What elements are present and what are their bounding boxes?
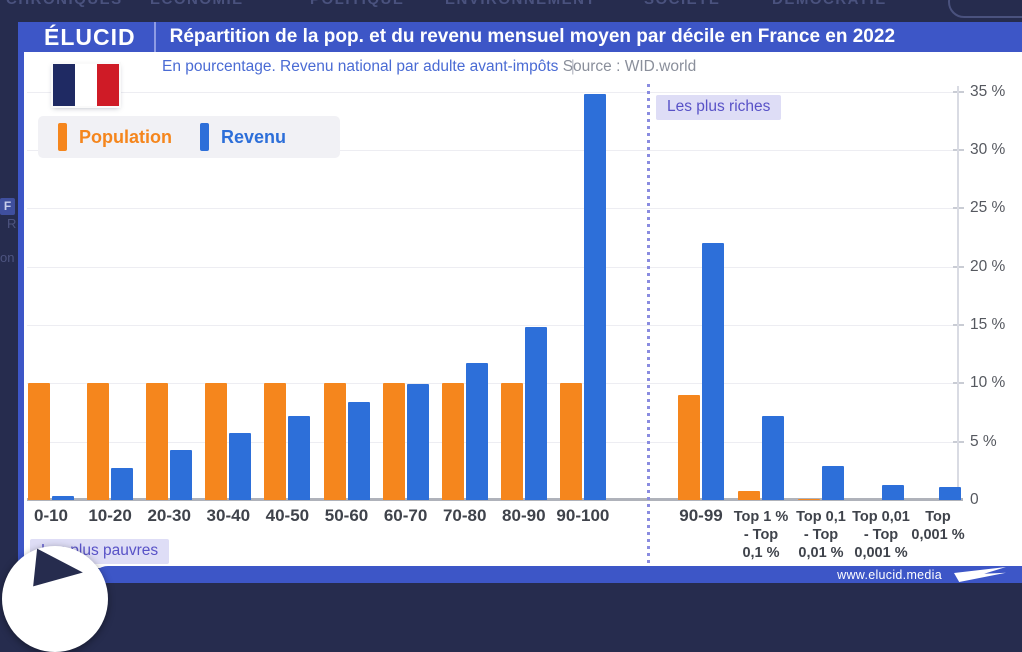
bar-revenu-Top-0-001 xyxy=(939,487,961,500)
bar-population-80-90 xyxy=(500,383,523,500)
menu-item-économie[interactable]: ÉCONOMIE xyxy=(150,0,244,8)
subtitle-text: En pourcentage. Revenu national par adul… xyxy=(162,58,559,75)
subtitle-separator: | xyxy=(570,58,575,75)
subscribe-pill-button[interactable] xyxy=(948,0,1022,18)
chart-subtitle: En pourcentage. Revenu national par adul… xyxy=(162,58,696,76)
x-label-Top-0-1-Top-0-01: Top 0,1 - Top 0,01 % xyxy=(796,509,846,561)
flag-stripe-2 xyxy=(97,64,119,106)
bar-revenu-40-50 xyxy=(288,415,311,500)
x-label-Top-0-01-Top-0-001: Top 0,01 - Top 0,001 % xyxy=(852,509,910,561)
gridline-10 xyxy=(27,383,957,385)
bar-population-Top-0-1-Top-0-01 xyxy=(798,498,820,500)
y-axis-label-15: 15 % xyxy=(970,315,1006,333)
bar-population-60-70 xyxy=(382,383,405,500)
flag-stripe-0 xyxy=(53,64,75,106)
richest-annotation: Les plus riches xyxy=(656,95,782,120)
legend-swatch-revenu xyxy=(200,123,209,151)
legend-label-revenu: Revenu xyxy=(221,126,287,147)
background-text-fragment: on xyxy=(0,250,15,265)
elucid-arrow-logo xyxy=(954,567,1006,582)
x-label-90-99: 90-99 xyxy=(679,506,723,525)
bar-population-30-40 xyxy=(205,383,228,500)
menu-item-chroniques[interactable]: CHRONIQUES xyxy=(6,0,123,8)
y-axis-label-30: 30 % xyxy=(970,140,1006,158)
x-label-Top-1-Top-0-1: Top 1 % - Top 0,1 % xyxy=(733,509,789,561)
x-label-90-100: 90-100 xyxy=(556,506,610,525)
y-axis-label-0: 0 xyxy=(970,491,979,508)
bar-population-0-10 xyxy=(28,383,50,500)
menu-item-politique[interactable]: POLITIQUE xyxy=(310,0,404,8)
legend-label-population: Population xyxy=(79,126,172,147)
video-play-button[interactable] xyxy=(2,546,108,652)
site-top-menu: CHRONIQUES ÉCONOMIE POLITIQUE ENVIRONNEMENT… xyxy=(0,0,1022,17)
bar-population-10-20 xyxy=(87,383,110,500)
menu-item-environnement[interactable]: ENVIRONNEMENT xyxy=(445,0,596,8)
bar-population-20-30 xyxy=(146,383,169,500)
chart-title: Répartition de la pop. et du revenu mens… xyxy=(169,26,896,47)
facebook-share-icon[interactable]: F xyxy=(0,198,15,215)
y-axis-label-10: 10 % xyxy=(970,374,1006,392)
flag-stripe-1 xyxy=(75,64,97,106)
gridline-25 xyxy=(27,208,957,210)
chart-header-bar: ÉLUCID Répartition de la pop. et du reve… xyxy=(24,22,1022,52)
x-axis-line xyxy=(27,498,963,501)
bar-revenu-Top-1-Top-0-1 xyxy=(762,415,784,500)
y-axis-line xyxy=(957,86,959,499)
website-url[interactable]: www.elucid.media xyxy=(837,567,942,582)
menu-item-société[interactable]: SOCIÉTÉ xyxy=(644,0,720,8)
y-axis-label-25: 25 % xyxy=(970,199,1006,217)
bar-revenu-90-100 xyxy=(583,93,606,500)
bar-revenu-80-90 xyxy=(524,327,547,500)
x-label-10-20: 10-20 xyxy=(88,506,132,525)
gridline-35 xyxy=(27,91,957,93)
chart-legend: Population Revenu xyxy=(38,116,341,158)
france-flag-icon xyxy=(53,64,119,106)
bar-revenu-90-99 xyxy=(702,243,724,500)
bar-population-50-60 xyxy=(323,383,346,500)
bar-revenu-70-80 xyxy=(465,363,488,500)
bar-population-70-80 xyxy=(441,383,464,500)
gridline-20 xyxy=(27,266,957,268)
background-text-fragment: R xyxy=(7,216,17,231)
bar-revenu-10-20 xyxy=(111,468,134,500)
x-label-Top-0-001: Top 0,001 % xyxy=(911,509,965,543)
y-axis-label-35: 35 % xyxy=(970,82,1006,100)
gridline-15 xyxy=(27,324,957,326)
y-axis-label-5: 5 % xyxy=(970,432,997,450)
menu-item-démocratie[interactable]: DÉMOCRATIE xyxy=(772,0,887,8)
chart-section-separator xyxy=(647,84,650,570)
bar-revenu-Top-0-1-Top-0-01 xyxy=(822,466,844,500)
y-axis-label-20: 20 % xyxy=(970,257,1006,275)
x-label-50-60: 50-60 xyxy=(324,506,369,525)
bar-population-90-99 xyxy=(678,394,700,500)
bar-population-90-100 xyxy=(559,383,582,500)
header-divider xyxy=(153,22,156,52)
gridline-5 xyxy=(27,441,957,443)
bar-population-Top-1-Top-0-1 xyxy=(738,490,760,500)
x-label-70-80: 70-80 xyxy=(442,506,487,525)
footer-bar: www.elucid.media xyxy=(92,566,1022,583)
x-label-80-90: 80-90 xyxy=(502,506,546,525)
bar-revenu-0-10 xyxy=(52,496,74,500)
x-label-60-70: 60-70 xyxy=(383,506,428,525)
bar-population-40-50 xyxy=(264,383,287,500)
elucid-logo: ÉLUCID xyxy=(44,23,136,50)
legend-swatch-population xyxy=(58,123,67,151)
x-label-40-50: 40-50 xyxy=(265,506,310,525)
play-icon xyxy=(33,548,85,592)
bar-revenu-30-40 xyxy=(229,433,252,500)
bar-revenu-60-70 xyxy=(406,384,429,500)
bar-revenu-Top-0-01-Top-0-001 xyxy=(882,484,904,500)
x-label-0-10: 0-10 xyxy=(33,506,69,525)
x-label-30-40: 30-40 xyxy=(206,506,251,525)
bar-revenu-50-60 xyxy=(347,401,370,500)
source-text: Source : WID.world xyxy=(562,58,697,75)
x-label-20-30: 20-30 xyxy=(147,506,191,525)
gridline-30 xyxy=(27,149,957,151)
bar-revenu-20-30 xyxy=(170,449,193,500)
